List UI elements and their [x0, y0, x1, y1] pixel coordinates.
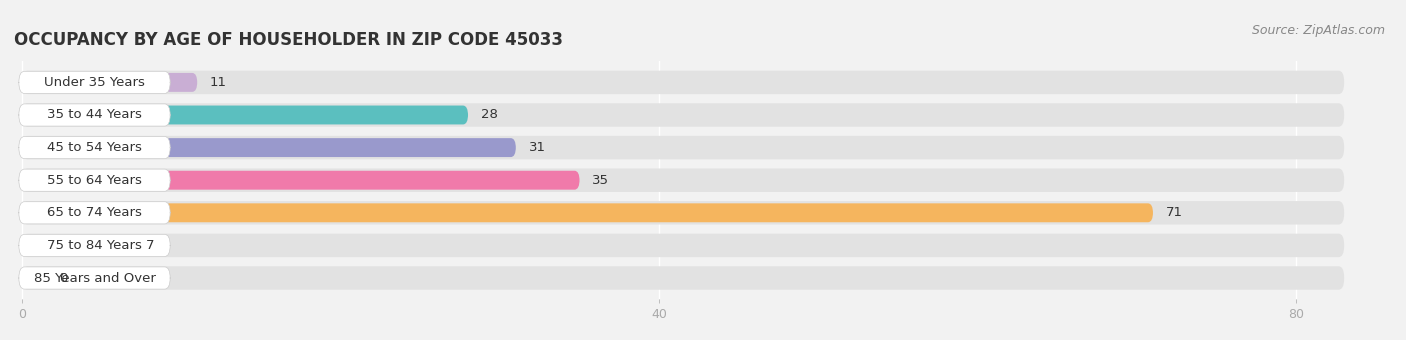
Text: 71: 71: [1166, 206, 1182, 219]
Text: Source: ZipAtlas.com: Source: ZipAtlas.com: [1251, 24, 1385, 37]
Text: 55 to 64 Years: 55 to 64 Years: [46, 174, 142, 187]
FancyBboxPatch shape: [22, 73, 197, 92]
FancyBboxPatch shape: [22, 168, 1344, 192]
Text: Under 35 Years: Under 35 Years: [44, 76, 145, 89]
FancyBboxPatch shape: [22, 105, 468, 124]
FancyBboxPatch shape: [18, 71, 170, 94]
Text: 11: 11: [209, 76, 226, 89]
Text: 65 to 74 Years: 65 to 74 Years: [46, 206, 142, 219]
FancyBboxPatch shape: [22, 236, 134, 255]
FancyBboxPatch shape: [22, 203, 1153, 222]
Text: 35: 35: [592, 174, 609, 187]
Text: OCCUPANCY BY AGE OF HOUSEHOLDER IN ZIP CODE 45033: OCCUPANCY BY AGE OF HOUSEHOLDER IN ZIP C…: [14, 31, 562, 49]
FancyBboxPatch shape: [22, 269, 46, 287]
Text: 28: 28: [481, 108, 498, 121]
Text: 7: 7: [146, 239, 155, 252]
FancyBboxPatch shape: [18, 234, 170, 256]
Text: 0: 0: [59, 272, 67, 285]
FancyBboxPatch shape: [22, 138, 516, 157]
FancyBboxPatch shape: [18, 169, 170, 191]
Text: 75 to 84 Years: 75 to 84 Years: [46, 239, 142, 252]
Text: 85 Years and Over: 85 Years and Over: [34, 272, 156, 285]
FancyBboxPatch shape: [18, 202, 170, 224]
FancyBboxPatch shape: [18, 267, 170, 289]
FancyBboxPatch shape: [18, 104, 170, 126]
FancyBboxPatch shape: [22, 71, 1344, 94]
Text: 31: 31: [529, 141, 546, 154]
FancyBboxPatch shape: [22, 136, 1344, 159]
FancyBboxPatch shape: [22, 103, 1344, 127]
FancyBboxPatch shape: [18, 137, 170, 159]
FancyBboxPatch shape: [22, 234, 1344, 257]
Text: 35 to 44 Years: 35 to 44 Years: [46, 108, 142, 121]
FancyBboxPatch shape: [22, 201, 1344, 224]
FancyBboxPatch shape: [22, 171, 579, 190]
Text: 45 to 54 Years: 45 to 54 Years: [46, 141, 142, 154]
FancyBboxPatch shape: [22, 266, 1344, 290]
